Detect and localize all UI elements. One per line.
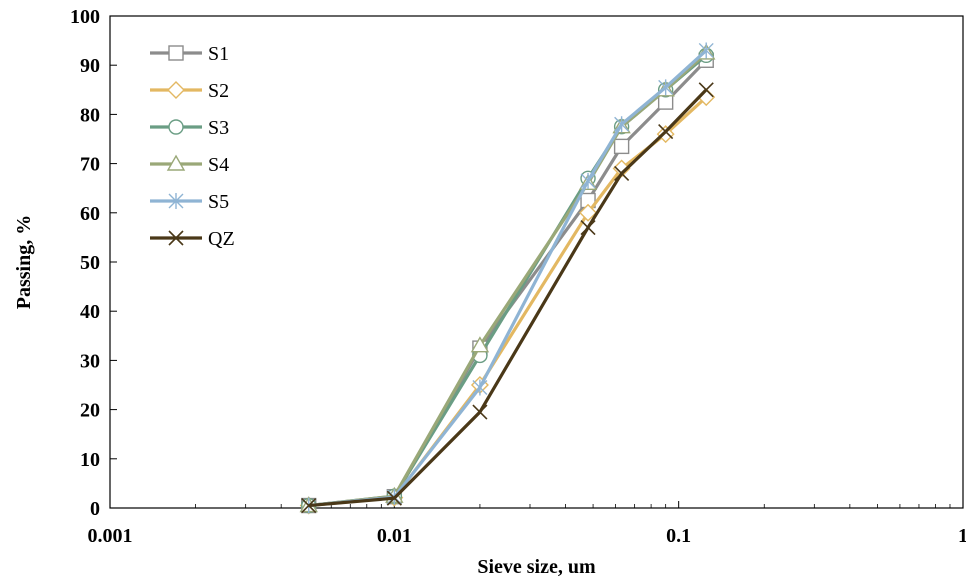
series-line-qz (308, 88, 708, 508)
y-tick-label: 90 (80, 55, 100, 77)
legend-item-qz: QZ (150, 228, 235, 250)
data-point-qz (301, 497, 317, 514)
data-point-s2 (612, 159, 631, 178)
y-tick-label: 40 (80, 301, 100, 323)
data-point-s4 (470, 336, 490, 353)
y-tick-label: 70 (80, 154, 100, 176)
series-s2 (299, 88, 716, 515)
legend-label-s1: S1 (208, 43, 229, 65)
legend-swatch-marker (167, 81, 185, 99)
series-line-s1 (308, 59, 708, 508)
y-tick-label: 20 (80, 400, 100, 422)
x-tick-label: 0.1 (666, 525, 691, 547)
x-tick-label: 0.001 (88, 525, 133, 547)
legend: S1 S2 S3 S4 S5 QZ (150, 43, 235, 250)
data-point-s1 (613, 138, 630, 155)
data-point-s5 (698, 42, 714, 59)
series-s1 (301, 52, 714, 514)
series-line-s5 (308, 49, 708, 508)
data-point-qz (698, 82, 714, 98)
legend-swatch-marker (168, 119, 184, 135)
legend-label-qz: QZ (208, 228, 235, 250)
legend-item-s1: S1 (150, 43, 229, 65)
x-axis-title: Sieve size, um (477, 556, 596, 578)
series-s5 (301, 42, 714, 514)
y-tick-label: 0 (90, 498, 100, 520)
data-point-s5 (580, 172, 596, 189)
y-tick-label: 80 (80, 104, 100, 126)
y-axis-title: Passing, % (13, 215, 35, 309)
y-tick-label: 10 (80, 449, 100, 471)
y-tick-label: 30 (80, 350, 100, 372)
legend-swatch-marker (168, 193, 184, 209)
data-point-s2 (579, 203, 598, 222)
legend-item-s2: S2 (150, 80, 229, 102)
legend-label-s3: S3 (208, 117, 229, 139)
legend-item-s4: S4 (150, 154, 229, 176)
series-layer (299, 42, 716, 515)
data-point-s5 (658, 79, 674, 96)
data-point-qz (614, 165, 630, 182)
data-point-qz (472, 404, 488, 420)
data-point-qz (580, 219, 596, 236)
legend-label-s4: S4 (208, 154, 229, 176)
axes: 0 10 20 30 40 50 60 70 80 90 100 0.001 0.01 0.1 1 (70, 6, 966, 547)
legend-swatch-marker (168, 45, 184, 61)
legend-label-s2: S2 (208, 80, 229, 102)
x-tick-label: 0.01 (377, 525, 412, 547)
data-point-s2 (656, 125, 675, 144)
legend-label-s5: S5 (208, 191, 229, 213)
legend-swatch-marker (168, 230, 184, 246)
legend-item-s3: S3 (150, 117, 229, 139)
data-point-s5 (472, 379, 488, 396)
y-tick-label: 100 (70, 6, 100, 28)
y-tick-label: 50 (80, 252, 100, 274)
series-qz (301, 82, 714, 514)
legend-swatch-marker (166, 154, 186, 171)
data-point-s5 (614, 116, 630, 133)
x-tick-label: 1 (958, 525, 966, 547)
legend-item-s5: S5 (150, 191, 229, 213)
data-point-qz (658, 124, 674, 140)
data-point-qz (386, 490, 402, 506)
series-line-s2 (308, 95, 708, 508)
y-tick-label: 60 (80, 203, 100, 225)
